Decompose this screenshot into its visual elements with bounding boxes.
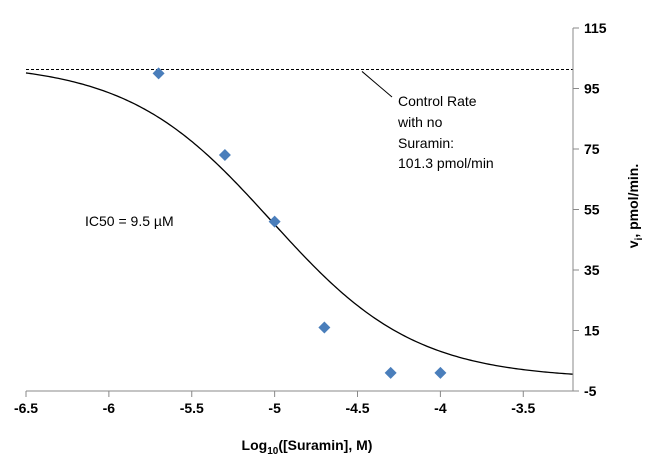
x-tick-label: -6.5 (14, 400, 38, 416)
y-tick-label: 15 (584, 323, 600, 339)
x-tick-label: -6 (103, 400, 116, 416)
y-tick-label: 115 (584, 20, 607, 36)
y-tick-label: 35 (584, 262, 600, 278)
dose-response-curve (25, 72, 574, 375)
control-annot-line-3: Suramin: (398, 135, 454, 151)
data-point-diamond (384, 366, 397, 379)
data-point-diamond (152, 67, 165, 80)
axes: -6.5 -6 -5.5 -5 -4.5 -4 -3.5 -5 15 35 55 75 95 115 (14, 20, 607, 416)
y-tick-label: 55 (584, 202, 600, 218)
x-tick-label: -4.5 (345, 400, 369, 416)
y-tick-label: 95 (584, 81, 600, 97)
control-rate-leader-line (361, 71, 393, 98)
data-point-diamond (268, 215, 281, 228)
control-annot-line-1: Control Rate (398, 93, 477, 109)
x-tick-label: -3.5 (511, 400, 535, 416)
data-point-diamond (434, 366, 447, 379)
x-axis-title: Log10([Suramin], M) (242, 437, 373, 457)
x-tick-label: -4 (434, 400, 447, 416)
control-annot-line-2: with no (397, 114, 443, 130)
y-tick-label: -5 (584, 383, 597, 399)
x-tick-label: -5.5 (180, 400, 204, 416)
data-point-diamond (318, 321, 331, 334)
ic50-annotation: IC50 = 9.5 µM (85, 213, 174, 229)
y-axis-title: vi, pmol/min. (625, 164, 645, 248)
data-point-diamond (218, 149, 231, 162)
y-tick-label: 75 (584, 141, 600, 157)
control-rate-annotation: Control Rate with no Suramin: 101.3 pmol… (397, 93, 494, 171)
control-annot-line-4: 101.3 pmol/min (398, 155, 494, 171)
plot-area (25, 67, 574, 379)
x-tick-label: -5 (268, 400, 281, 416)
